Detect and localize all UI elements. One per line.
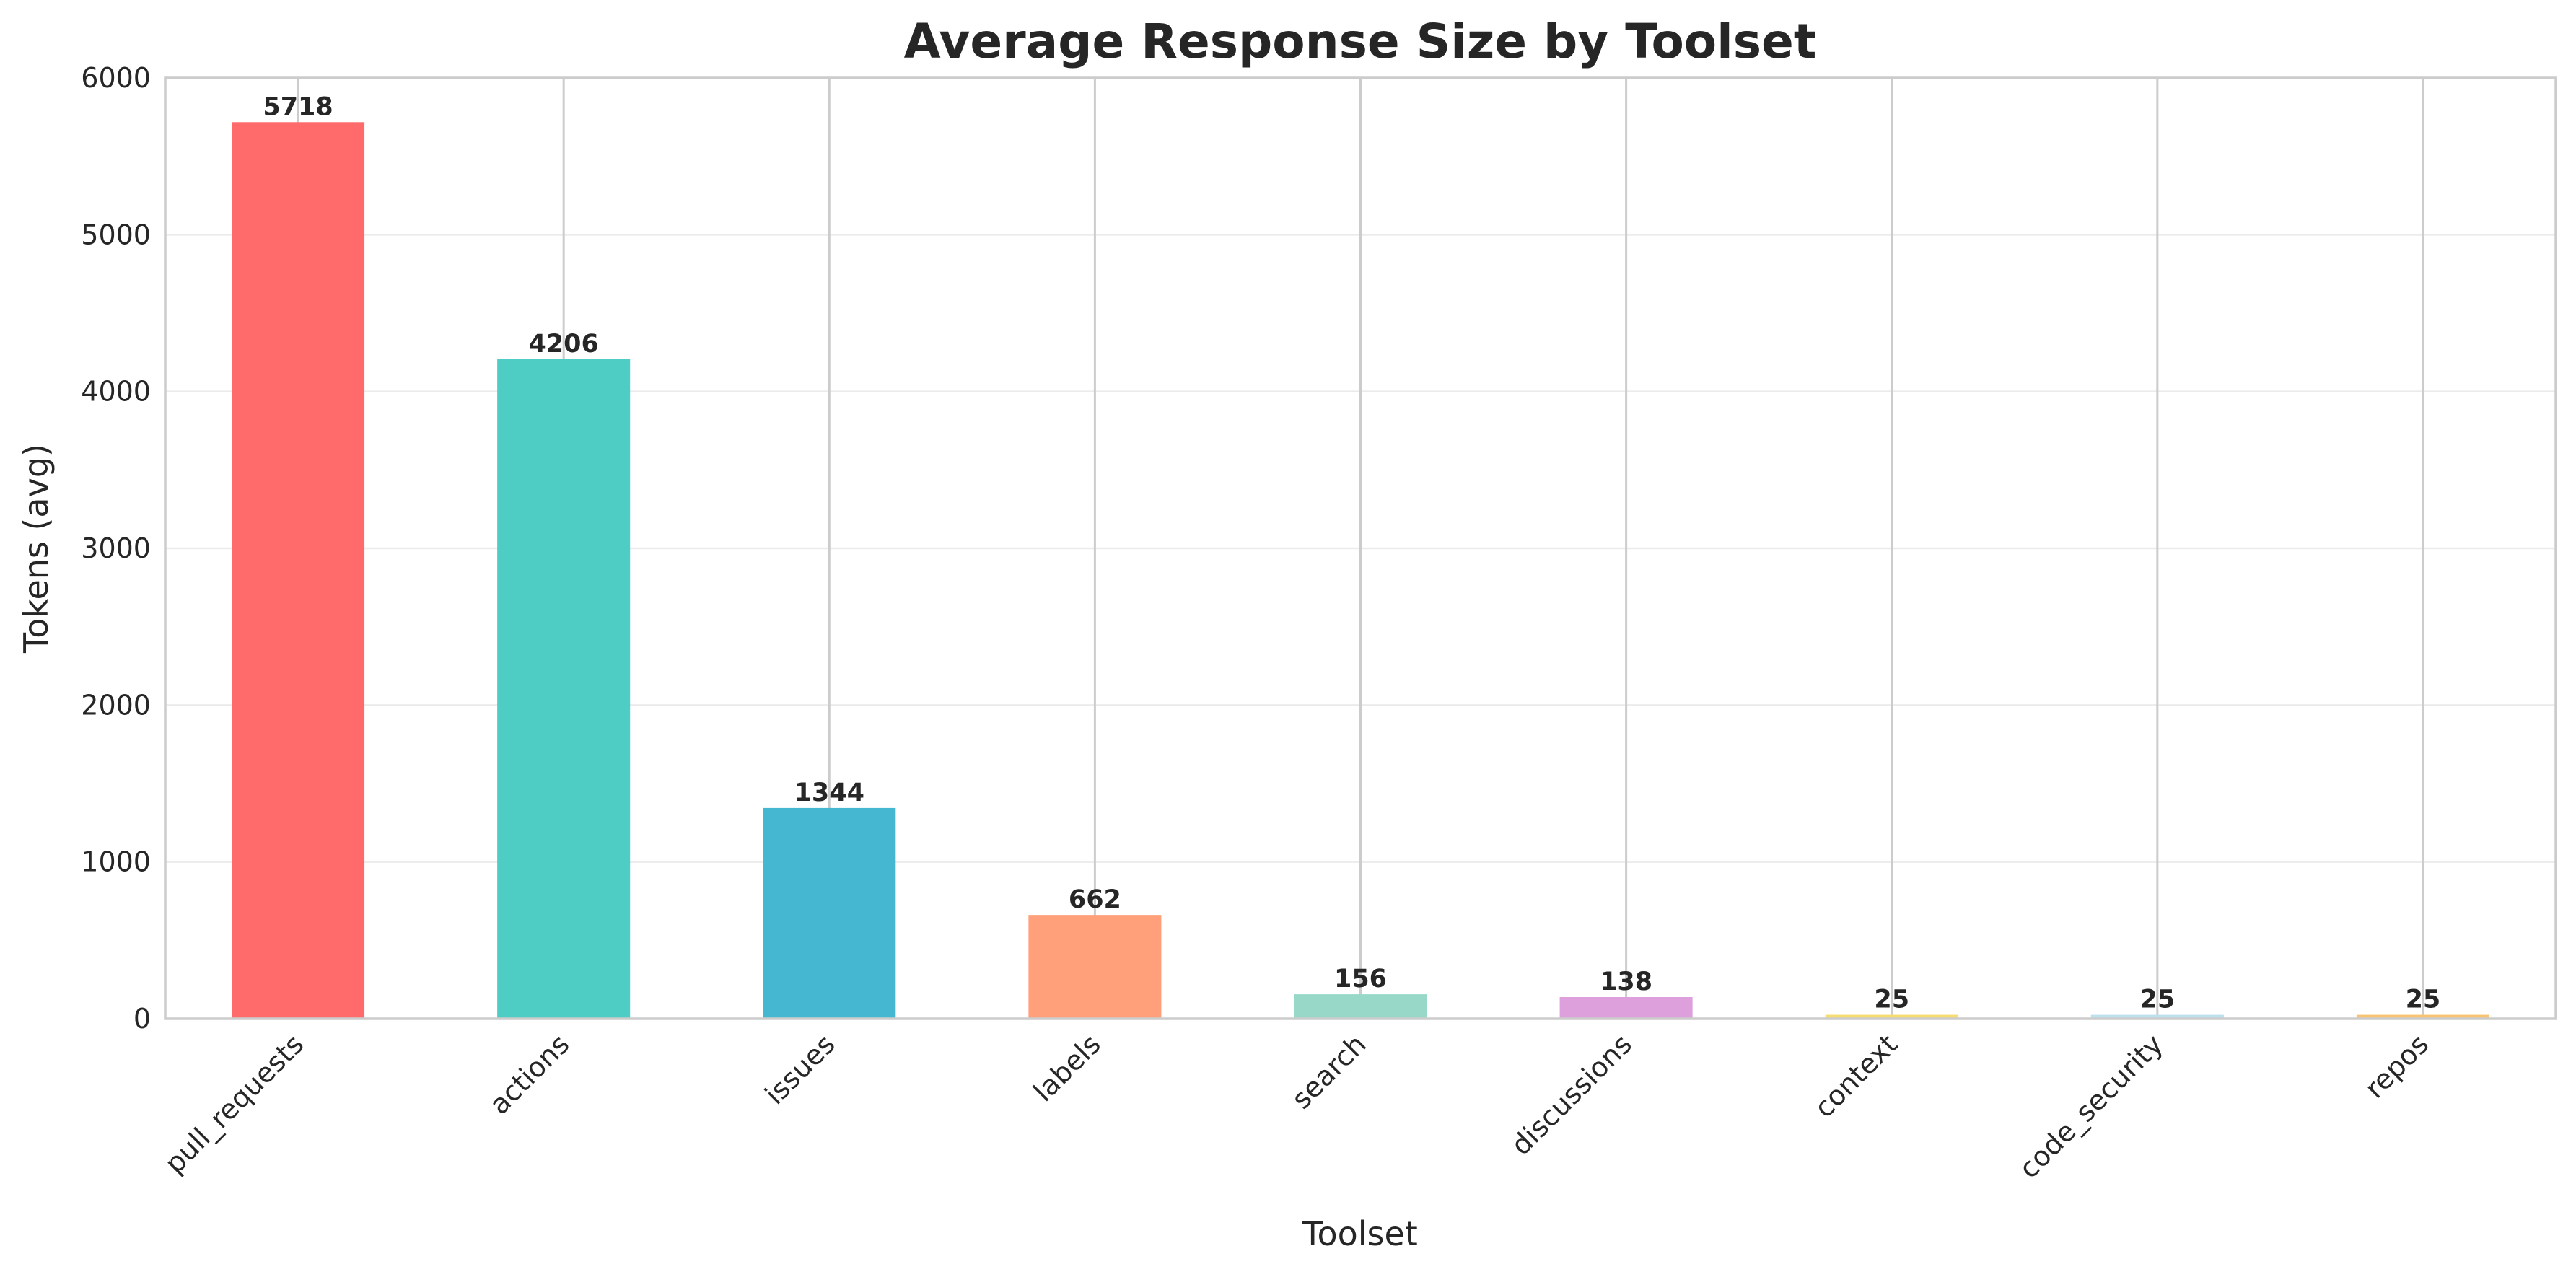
bar-discussions (1559, 997, 1693, 1019)
y-tick-label: 3000 (81, 532, 151, 564)
bars (232, 122, 2489, 1019)
data-labels: 5718 4206 1344 662 156 138 25 25 25 (263, 92, 2440, 1014)
y-tick-label: 2000 (81, 689, 151, 721)
bar-search (1294, 994, 1427, 1019)
x-tick-label-pull_requests: pull_requests (159, 1028, 310, 1180)
x-tick-label-labels: labels (1028, 1028, 1107, 1107)
x-tick-label-search: search (1285, 1028, 1372, 1115)
x-axis-ticks: pull_requests actions issues labels search di… (159, 1028, 2435, 1185)
x-tick-label-actions: actions (483, 1028, 576, 1120)
bar-actions (497, 359, 631, 1019)
bar-context (1825, 1014, 1958, 1019)
bar-labels (1028, 915, 1162, 1019)
bar-repos (2356, 1014, 2489, 1019)
bar-issues (763, 807, 896, 1019)
y-tick-label: 0 (133, 1003, 151, 1035)
y-tick-label: 6000 (81, 62, 151, 94)
y-axis-ticks: 0 1000 2000 3000 4000 5000 6000 (81, 62, 151, 1035)
bar-pull_requests (232, 122, 365, 1019)
y-axis-label: Tokens (avg) (17, 444, 56, 654)
data-label-issues: 1344 (794, 778, 864, 807)
x-tick-label-discussions: discussions (1505, 1028, 1638, 1161)
x-tick-label-code_security: code_security (2013, 1028, 2170, 1185)
x-tick-label-repos: repos (2359, 1028, 2435, 1105)
data-label-labels: 662 (1069, 885, 1121, 914)
x-tick-label-issues: issues (758, 1028, 841, 1110)
chart-title: Average Response Size by Toolset (904, 14, 1817, 69)
plot-frame (164, 76, 2557, 1020)
y-tick-label: 4000 (81, 376, 151, 408)
x-axis-label: Toolset (1302, 1214, 1418, 1253)
data-label-context: 25 (1874, 986, 1909, 1014)
bar-code_security (2090, 1014, 2224, 1019)
y-tick-label: 1000 (81, 846, 151, 878)
data-label-repos: 25 (2406, 986, 2441, 1014)
data-label-discussions: 138 (1600, 967, 1652, 996)
data-label-actions: 4206 (528, 330, 598, 359)
data-label-search: 156 (1334, 965, 1387, 993)
y-tick-label: 5000 (81, 219, 151, 250)
data-label-code_security: 25 (2139, 986, 2175, 1014)
data-label-pull_requests: 5718 (263, 92, 333, 121)
x-tick-label-context: context (1808, 1028, 1903, 1123)
